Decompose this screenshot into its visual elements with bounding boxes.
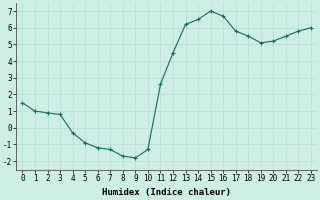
X-axis label: Humidex (Indice chaleur): Humidex (Indice chaleur) bbox=[102, 188, 231, 197]
